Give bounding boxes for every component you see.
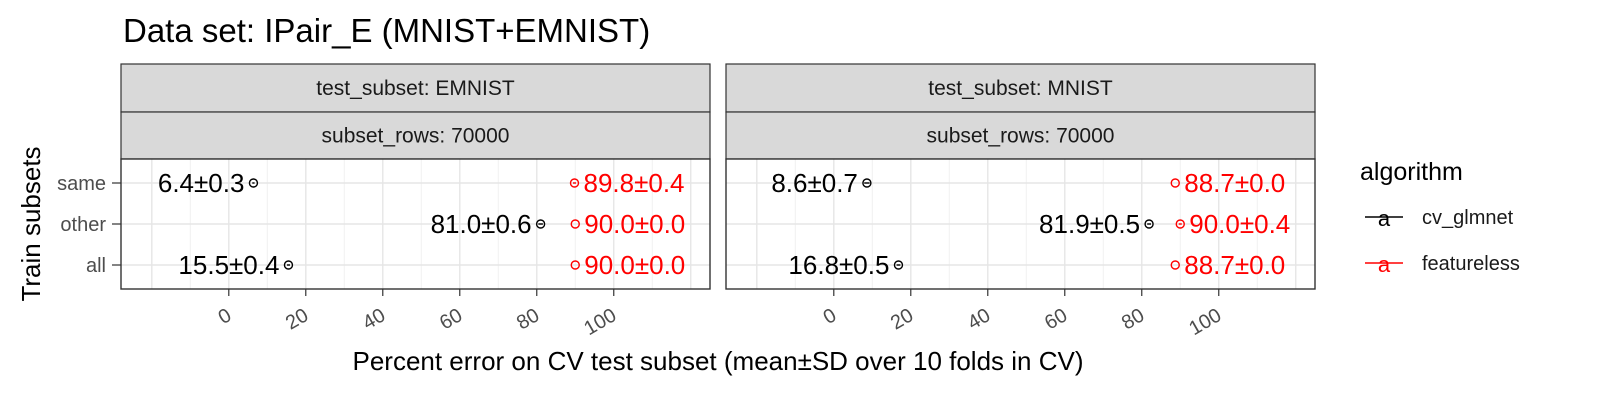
facet-panel: test_subset: EMNIST subset_rows: 70000 0 20… — [120, 63, 711, 340]
facet-strip-top — [120, 63, 711, 113]
facet-strip-top-label: test_subset: EMNIST — [316, 77, 515, 100]
data-label: 90.0±0.0 — [584, 209, 685, 239]
data-label: 8.6±0.7 — [771, 168, 858, 198]
data-label: 15.5±0.4 — [178, 250, 279, 280]
x-tick-label: 40 — [359, 304, 389, 334]
x-tick-label: 100 — [580, 304, 620, 340]
data-label: 89.8±0.4 — [583, 168, 684, 198]
data-label: 88.7±0.0 — [1184, 250, 1285, 280]
facet-strip-bottom-label: subset_rows: 70000 — [322, 125, 510, 148]
data-point — [1170, 260, 1180, 270]
legend-item: a featureless — [1365, 252, 1520, 277]
x-tick-label: 0 — [215, 304, 236, 329]
facet-strip-bottom-label: subset_rows: 70000 — [927, 125, 1115, 148]
legend-title: algorithm — [1360, 158, 1463, 186]
data-label: 16.8±0.5 — [788, 250, 889, 280]
x-axis-title: Percent error on CV test subset (mean±SD… — [352, 346, 1083, 376]
data-point — [570, 260, 580, 270]
data-point — [535, 219, 546, 229]
facet-strip-bottom — [725, 111, 1316, 160]
data-label: 90.0±0.4 — [1189, 209, 1290, 239]
x-tick-label: 100 — [1185, 304, 1225, 340]
y-tick-label: other — [60, 214, 106, 236]
legend-label: cv_glmnet — [1422, 207, 1514, 229]
data-point — [1170, 178, 1180, 188]
x-tick-label: 20 — [887, 304, 917, 334]
data-point — [248, 178, 259, 188]
x-tick-label: 60 — [436, 304, 466, 334]
y-axis: same other all — [57, 173, 121, 277]
data-point — [862, 178, 872, 188]
x-tick-label: 40 — [964, 304, 994, 334]
data-point — [1175, 219, 1185, 229]
y-axis-title: Train subsets — [16, 146, 46, 301]
facet-strip-top — [725, 63, 1316, 113]
legend-key-glyph: a — [1378, 252, 1391, 277]
legend-key-glyph: a — [1378, 206, 1391, 231]
facet-panels: test_subset: EMNIST subset_rows: 70000 0 20… — [120, 63, 1316, 340]
x-tick-label: 60 — [1041, 304, 1071, 334]
y-tick-label: all — [86, 255, 106, 277]
data-point — [569, 178, 580, 188]
data-point — [283, 260, 294, 270]
panel-border — [725, 158, 1316, 290]
data-label: 6.4±0.3 — [158, 168, 245, 198]
x-tick-label: 0 — [820, 304, 841, 329]
data-point — [1144, 219, 1154, 229]
x-tick-label: 80 — [513, 304, 543, 334]
y-tick-label: same — [57, 173, 106, 195]
facet-strip-bottom — [120, 111, 711, 160]
data-label: 81.0±0.6 — [431, 209, 532, 239]
chart-title: Data set: IPair_E (MNIST+EMNIST) — [123, 12, 650, 49]
data-label: 81.9±0.5 — [1039, 209, 1140, 239]
panel-border — [120, 158, 711, 290]
legend-label: featureless — [1422, 253, 1520, 275]
facet-strip-top-label: test_subset: MNIST — [928, 77, 1113, 100]
legend-item: a cv_glmnet — [1365, 206, 1514, 231]
data-point — [570, 219, 580, 229]
data-point — [893, 260, 904, 270]
data-label: 88.7±0.0 — [1184, 168, 1285, 198]
x-tick-label: 80 — [1118, 304, 1148, 334]
data-label: 90.0±0.0 — [584, 250, 685, 280]
facet-panel: test_subset: MNIST subset_rows: 70000 0 20 4… — [725, 63, 1316, 340]
x-tick-label: 20 — [282, 304, 312, 334]
